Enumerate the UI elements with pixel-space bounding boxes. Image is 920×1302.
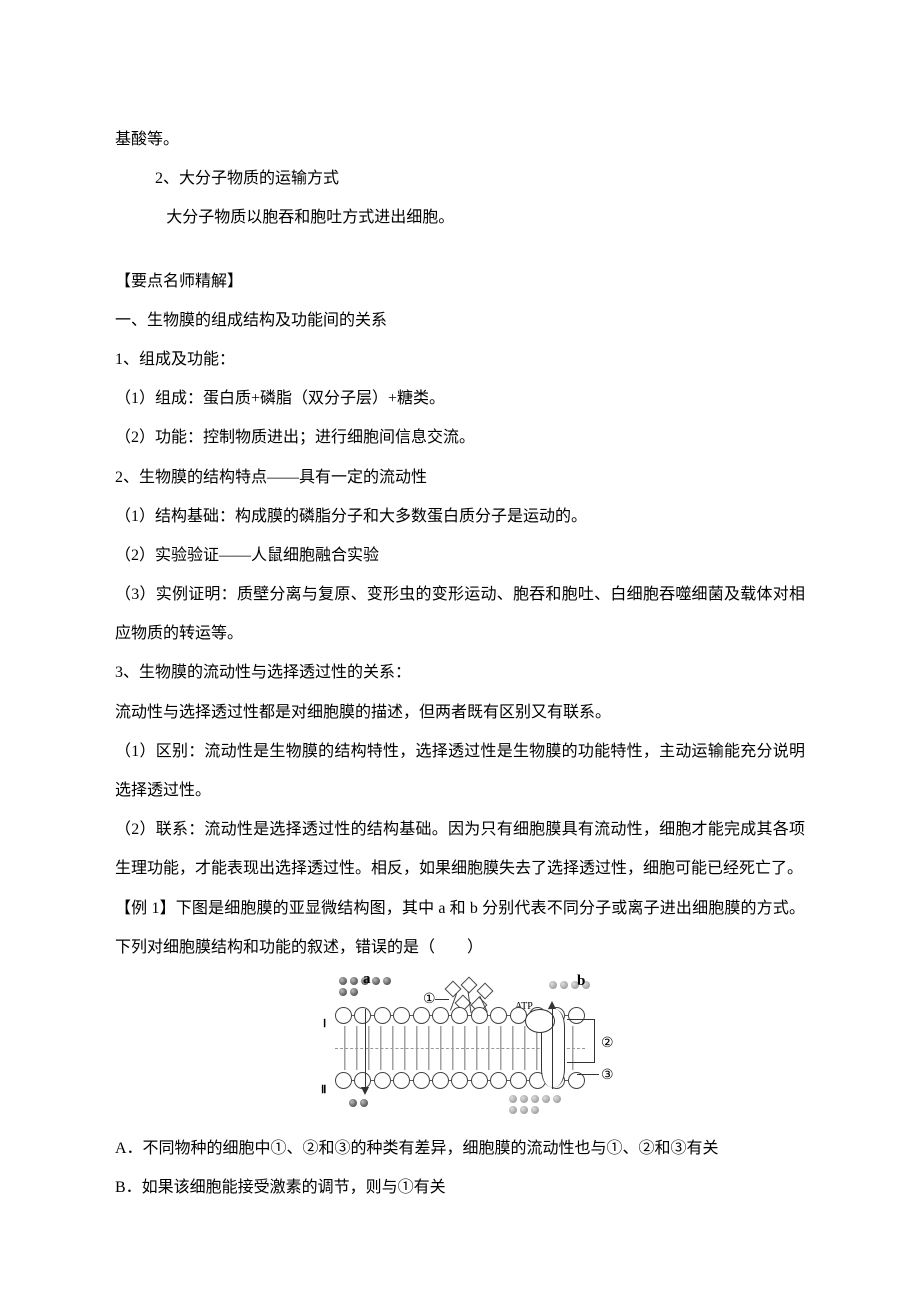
dot-icon	[531, 1106, 539, 1114]
figure-container: a b ① ATP	[115, 973, 805, 1123]
lead-line-3	[577, 1074, 599, 1075]
sec1-p1-a: （1）组成：蛋白质+磷脂（双分子层）+糖类。	[115, 379, 805, 418]
dot-icon	[520, 1095, 528, 1103]
bracket-2	[567, 1019, 595, 1063]
dot-icon	[509, 1095, 517, 1103]
option-b: B．如果该细胞能接受激素的调节，则与①有关	[115, 1168, 805, 1207]
dot-icon	[350, 988, 358, 996]
arrow-b-stem	[552, 1007, 553, 1089]
sec1-p2-num: 2、生物膜的结构特点——具有一定的流动性	[115, 458, 805, 497]
dot-icon	[383, 977, 391, 985]
sec1-p3-b: （2）联系：流动性是选择透过性的结构基础。因为只有细胞膜具有流动性，细胞才能完成…	[115, 810, 805, 888]
particles-a-bottom	[349, 1099, 379, 1107]
dot-icon	[372, 977, 380, 985]
example-stem: 【例 1】下图是细胞膜的亚显微结构图，其中 a 和 b 分别代表不同分子或离子进…	[115, 889, 805, 967]
sec1-p1-b: （2）功能：控制物质进出；进行细胞间信息交流。	[115, 418, 805, 457]
membrane-diagram: a b ① ATP	[305, 973, 615, 1123]
label-circle-2: ②	[601, 1035, 614, 1052]
label-circle-3: ③	[601, 1067, 614, 1084]
surface-protein	[525, 1009, 555, 1033]
dot-icon	[553, 1095, 561, 1103]
dot-icon	[560, 981, 568, 989]
sec1-p3-num: 3、生物膜的流动性与选择透过性的关系：	[115, 653, 805, 692]
dot-icon	[531, 1095, 539, 1103]
dot-icon	[542, 1095, 550, 1103]
option-a: A．不同物种的细胞中①、②和③的种类有差异，细胞膜的流动性也与①、②和③有关	[115, 1129, 805, 1168]
sec1-title: 一、生物膜的组成结构及功能间的关系	[115, 301, 805, 340]
dot-icon	[360, 1099, 368, 1107]
label-circle-1: ①	[423, 991, 436, 1008]
lead-line-1	[435, 999, 449, 1000]
dot-icon	[549, 981, 557, 989]
dot-icon	[509, 1106, 517, 1114]
label-side-1: Ⅰ	[323, 1017, 326, 1030]
sec1-p3-intro: 流动性与选择透过性都是对细胞膜的描述，但两者既有区别又有联系。	[115, 693, 805, 732]
dot-icon	[339, 977, 347, 985]
dot-icon	[339, 988, 347, 996]
particles-b-bottom	[509, 1095, 569, 1114]
arrow-a-stem	[365, 1009, 366, 1089]
label-a: a	[363, 971, 371, 988]
sec1-p2-b: （2）实验验证——人鼠细胞融合实验	[115, 536, 805, 575]
arrow-a-head-icon	[361, 1087, 369, 1095]
arrow-b-head-icon	[548, 1001, 556, 1009]
sec1-p3-a: （1）区别：流动性是生物膜的结构特性，选择透过性是生物膜的功能特性，主动运输能充…	[115, 732, 805, 810]
sec1-p1-num: 1、组成及功能：	[115, 340, 805, 379]
intro-item2-title: 2、大分子物质的运输方式	[115, 159, 805, 198]
sec1-p2-a: （1）结构基础：构成膜的磷脂分子和大多数蛋白质分子是运动的。	[115, 497, 805, 536]
intro-continuation: 基酸等。	[115, 120, 805, 159]
section-header: 【要点名师精解】	[115, 262, 805, 301]
label-b: b	[577, 973, 585, 990]
dot-icon	[349, 1099, 357, 1107]
dot-icon	[520, 1106, 528, 1114]
sec1-p2-c: （3）实例证明：质壁分离与复原、变形虫的变形运动、胞吞和胞吐、白细胞吞噬细菌及载…	[115, 575, 805, 653]
intro-item2-body: 大分子物质以胞吞和胞吐方式进出细胞。	[115, 198, 805, 237]
blank-spacer	[115, 238, 805, 262]
dot-icon	[350, 977, 358, 985]
label-side-2: Ⅱ	[321, 1083, 326, 1096]
